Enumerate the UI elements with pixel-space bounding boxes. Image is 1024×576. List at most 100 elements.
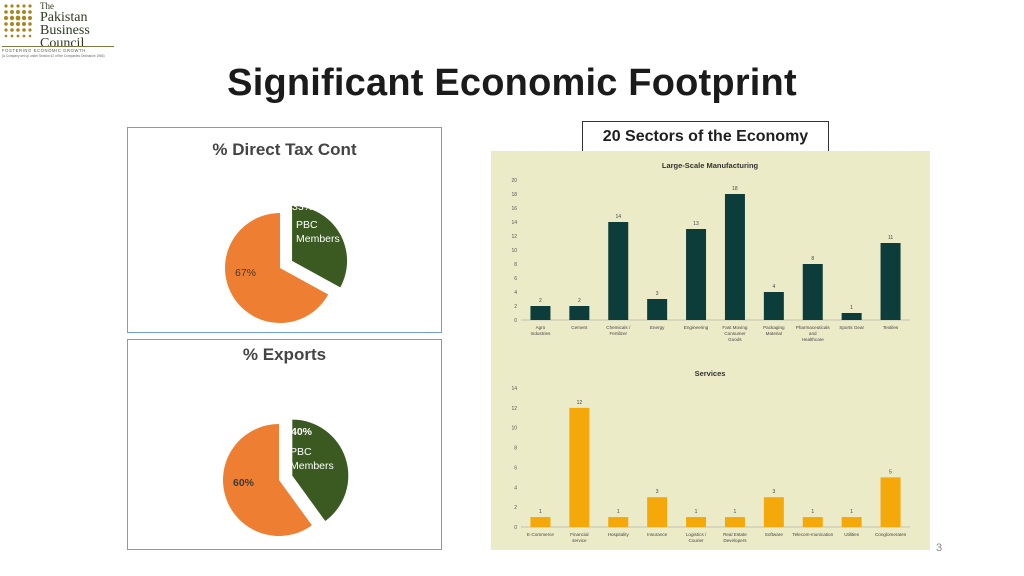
services-category-label: Real Estate bbox=[723, 532, 747, 537]
logo-line-council: Council bbox=[40, 36, 85, 51]
manufacturing-data-label: 4 bbox=[772, 284, 775, 290]
manufacturing-data-label: 3 bbox=[656, 291, 659, 297]
manufacturing-category-label: Fast Moving bbox=[722, 325, 747, 330]
manufacturing-category-label: Healthcare bbox=[802, 337, 825, 342]
services-ytick: 10 bbox=[511, 426, 517, 432]
services-bar bbox=[841, 517, 862, 527]
direct-tax-panel: % Direct Tax Cont 33% PBC Members 67% bbox=[127, 127, 442, 333]
logo-line-the: The bbox=[40, 1, 54, 11]
manufacturing-category-label: Textiles bbox=[883, 325, 899, 330]
logo-line-business: Business bbox=[40, 23, 90, 38]
manufacturing-bar bbox=[530, 306, 551, 320]
manufacturing-ytick: 16 bbox=[511, 206, 517, 212]
services-bar bbox=[530, 517, 551, 527]
page-title: Significant Economic Footprint bbox=[227, 62, 797, 104]
manufacturing-ytick: 14 bbox=[511, 220, 517, 226]
exports-title: % Exports bbox=[242, 345, 327, 364]
pbc-logo: The Pakistan Business Council FOSTERING … bbox=[2, 2, 114, 60]
services-bar bbox=[608, 517, 629, 527]
manufacturing-category-label: and bbox=[809, 331, 817, 336]
manufacturing-bar bbox=[647, 299, 668, 320]
services-data-label: 1 bbox=[850, 509, 853, 515]
services-bar bbox=[724, 517, 745, 527]
tax-pbc-label-2: Members bbox=[296, 233, 340, 245]
manufacturing-category-label: Pharmaceuticals bbox=[796, 325, 831, 330]
manufacturing-ytick: 12 bbox=[511, 234, 517, 240]
manufacturing-category-label: Fertilizer bbox=[609, 331, 627, 336]
manufacturing-data-label: 13 bbox=[693, 221, 699, 227]
services-category-label: E-Commerce bbox=[527, 532, 555, 537]
services-bar bbox=[880, 477, 901, 527]
services-data-label: 1 bbox=[539, 509, 542, 515]
sector-bar-charts: Large-Scale Manufacturing024681012141618… bbox=[511, 161, 910, 543]
exports-pie-chart bbox=[222, 419, 349, 536]
sector-charts-box: Large-Scale Manufacturing 0 2 4 6 8 10 12 14 16 18… bbox=[491, 151, 930, 550]
services-ytick: 6 bbox=[514, 465, 517, 471]
exports-slice-pbc bbox=[292, 419, 349, 521]
manufacturing-category-label: Packaging bbox=[763, 325, 785, 330]
tax-pbc-label-1: PBC bbox=[296, 219, 318, 231]
manufacturing-bar bbox=[763, 292, 784, 320]
services-category-label: service bbox=[572, 538, 587, 543]
services-category-label: Conglomerates bbox=[875, 532, 907, 537]
manufacturing-bar bbox=[880, 243, 901, 320]
manufacturing-ytick: 20 bbox=[511, 178, 517, 184]
services-bar bbox=[647, 497, 668, 527]
exports-panel: % Exports 40% PBC Members 60% bbox=[127, 339, 442, 550]
manufacturing-category-label: Industries bbox=[530, 331, 551, 336]
manufacturing-ytick: 2 bbox=[514, 304, 517, 310]
manufacturing-bar bbox=[608, 222, 629, 320]
services-category-label: Logistics / bbox=[686, 532, 707, 537]
manufacturing-data-label: 1 bbox=[850, 305, 853, 311]
services-category-label: Hospitality bbox=[608, 532, 630, 537]
manufacturing-category-label: Consumer bbox=[724, 331, 746, 336]
services-data-label: 1 bbox=[811, 509, 814, 515]
manufacturing-data-label: 11 bbox=[888, 235, 893, 241]
services-ytick: 0 bbox=[514, 525, 517, 531]
services-category-label: Financial bbox=[570, 532, 588, 537]
services-data-label: 12 bbox=[577, 400, 583, 406]
manufacturing-ytick: 6 bbox=[514, 276, 517, 282]
tax-other-percent: 67% bbox=[235, 267, 257, 279]
manufacturing-category-label: Energy bbox=[650, 325, 665, 330]
services-bar bbox=[569, 407, 590, 527]
manufacturing-ytick: 18 bbox=[511, 192, 517, 198]
services-data-label: 5 bbox=[889, 469, 892, 475]
direct-tax-pie-chart bbox=[224, 205, 348, 323]
manufacturing-category-label: Sports Gear bbox=[839, 325, 864, 330]
logo-subline: (A Company set up under Section 42 of th… bbox=[2, 54, 105, 58]
manufacturing-chart: Large-Scale Manufacturing024681012141618… bbox=[511, 161, 910, 342]
exports-slice-other bbox=[222, 424, 312, 536]
services-ytick: 2 bbox=[514, 505, 517, 511]
sectors-tag: 20 Sectors of the Economy bbox=[582, 121, 829, 153]
page-number: 3 bbox=[936, 542, 943, 554]
services-ytick: 4 bbox=[514, 485, 517, 491]
manufacturing-category-label: Material bbox=[766, 331, 782, 336]
manufacturing-data-label: 8 bbox=[811, 256, 814, 262]
exports-pbc-label-2: Members bbox=[290, 460, 334, 472]
exports-pbc-percent: 40% bbox=[291, 426, 313, 438]
manufacturing-bar bbox=[724, 194, 745, 320]
tax-slice-other bbox=[224, 213, 329, 323]
services-data-label: 1 bbox=[695, 509, 698, 515]
services-bar bbox=[763, 497, 784, 527]
services-category-label: Developers bbox=[723, 538, 747, 543]
services-title: Services bbox=[695, 369, 726, 378]
tax-pbc-percent: 33% bbox=[292, 201, 314, 213]
services-ytick: 12 bbox=[511, 406, 517, 412]
manufacturing-bar bbox=[802, 264, 823, 320]
manufacturing-ytick: 4 bbox=[514, 290, 517, 296]
exports-other-percent: 60% bbox=[233, 477, 255, 489]
services-category-label: Utilities bbox=[844, 532, 860, 537]
services-data-label: 1 bbox=[734, 509, 737, 515]
manufacturing-category-label: Cement bbox=[571, 325, 588, 330]
services-category-label: Courier bbox=[689, 538, 705, 543]
logo-tagline: FOSTERING ECONOMIC GROWTH bbox=[2, 46, 114, 53]
services-category-label: Software bbox=[765, 532, 784, 537]
exports-pbc-label-1: PBC bbox=[290, 446, 312, 458]
manufacturing-category-label: Engineering bbox=[684, 325, 709, 330]
manufacturing-category-label: Goods bbox=[728, 337, 742, 342]
manufacturing-data-label: 2 bbox=[578, 298, 581, 304]
manufacturing-category-label: Agro bbox=[536, 325, 546, 330]
manufacturing-category-label: Chemicals / bbox=[606, 325, 631, 330]
